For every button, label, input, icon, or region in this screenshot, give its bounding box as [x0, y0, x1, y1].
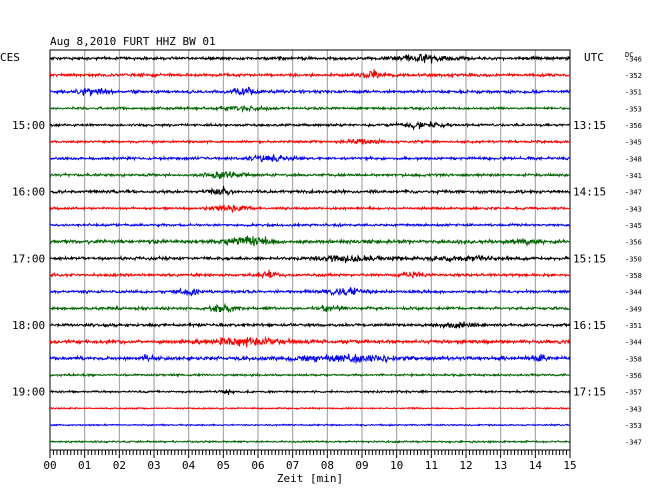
right-time-label: 15:15 — [573, 252, 606, 265]
x-axis: 00 01 02 03 04 05 06 07 08 09 10 11 12 13 14 15 — [43, 450, 577, 472]
dc-offset-label: -343 — [625, 405, 642, 413]
trace-24 — [49, 439, 570, 445]
x-tick-label: 07 — [286, 459, 299, 472]
trace-14 — [49, 269, 571, 280]
x-tick-label: 13 — [494, 459, 507, 472]
left-time-label: 17:00 — [12, 252, 45, 265]
trace-16 — [49, 302, 571, 314]
dc-offset-label: -347 — [625, 189, 642, 197]
dc-column-header: DC — [625, 51, 633, 59]
dc-offset-label: -346 — [625, 55, 642, 63]
trace-7 — [49, 153, 571, 163]
dc-offset-label: -343 — [625, 205, 642, 213]
dc-offset-label: -347 — [625, 439, 642, 447]
right-timezone-label: UTC — [584, 51, 604, 64]
trace-18 — [49, 335, 571, 348]
trace-10 — [49, 204, 571, 213]
x-tick-label: 08 — [321, 459, 334, 472]
dc-offset-label: -358 — [625, 355, 642, 363]
dc-offset-label: -344 — [625, 289, 642, 297]
dc-offset-label: -345 — [625, 139, 642, 147]
right-time-label: 16:15 — [573, 319, 606, 332]
trace-13 — [50, 254, 571, 264]
dc-offset-label: -357 — [625, 389, 642, 397]
labels: Aug 8,2010 FURT HHZ BW 01 CES UTC DC Zei… — [0, 35, 642, 485]
trace-11 — [49, 221, 571, 229]
right-time-label: 14:15 — [573, 186, 606, 199]
dc-offset-label: -351 — [625, 89, 642, 97]
plot-frame — [49, 49, 571, 451]
trace-8 — [49, 170, 571, 180]
x-tick-label: 00 — [43, 459, 56, 472]
dc-offset-label: -350 — [625, 255, 642, 263]
dc-offset-label: -353 — [625, 422, 642, 430]
left-timezone-label: CES — [0, 51, 20, 64]
trace-20 — [49, 372, 571, 378]
dc-offset-label: -345 — [625, 222, 642, 230]
x-tick-label: 05 — [217, 459, 230, 472]
trace-2 — [49, 69, 571, 79]
x-tick-label: 14 — [529, 459, 543, 472]
dc-offset-label: -349 — [625, 305, 642, 313]
dc-offset-label: -344 — [625, 339, 642, 347]
x-tick-label: 10 — [390, 459, 403, 472]
dc-offset-label: -341 — [625, 172, 642, 180]
trace-12 — [49, 235, 571, 248]
trace-3 — [49, 86, 571, 98]
trace-23 — [49, 423, 570, 428]
x-tick-label: 04 — [182, 459, 196, 472]
trace-17 — [49, 321, 571, 330]
left-time-label: 16:00 — [12, 186, 45, 199]
x-axis-label: Zeit [min] — [277, 472, 343, 485]
grid — [49, 49, 571, 451]
trace-5 — [49, 120, 571, 131]
dc-offset-label: -356 — [625, 239, 642, 247]
x-tick-label: 15 — [563, 459, 576, 472]
x-tick-label: 02 — [113, 459, 126, 472]
traces — [49, 53, 571, 445]
right-time-label: 13:15 — [573, 119, 606, 132]
x-tick-label: 11 — [425, 459, 438, 472]
dc-offset-label: -358 — [625, 272, 642, 280]
trace-1 — [49, 53, 571, 64]
left-time-label: 15:00 — [12, 119, 45, 132]
dc-offset-label: -353 — [625, 105, 642, 113]
chart-title: Aug 8,2010 FURT HHZ BW 01 — [50, 35, 216, 48]
dc-offset-label: -356 — [625, 122, 642, 130]
trace-22 — [50, 406, 571, 411]
trace-21 — [49, 388, 571, 396]
dc-offset-label: -348 — [625, 155, 642, 163]
trace-4 — [50, 104, 571, 113]
right-time-label: 17:15 — [573, 386, 606, 399]
left-time-label: 18:00 — [12, 319, 45, 332]
dc-offset-label: -352 — [625, 72, 642, 80]
trace-19 — [49, 353, 571, 364]
dc-offset-label: -356 — [625, 372, 642, 380]
x-tick-label: 06 — [251, 459, 264, 472]
trace-15 — [49, 287, 571, 297]
x-tick-label: 03 — [147, 459, 160, 472]
x-tick-label: 09 — [355, 459, 368, 472]
trace-6 — [49, 137, 571, 145]
trace-9 — [49, 185, 571, 196]
x-tick-label: 12 — [459, 459, 472, 472]
left-time-label: 19:00 — [12, 386, 45, 399]
x-tick-label: 01 — [78, 459, 91, 472]
dc-offset-label: -351 — [625, 322, 642, 330]
